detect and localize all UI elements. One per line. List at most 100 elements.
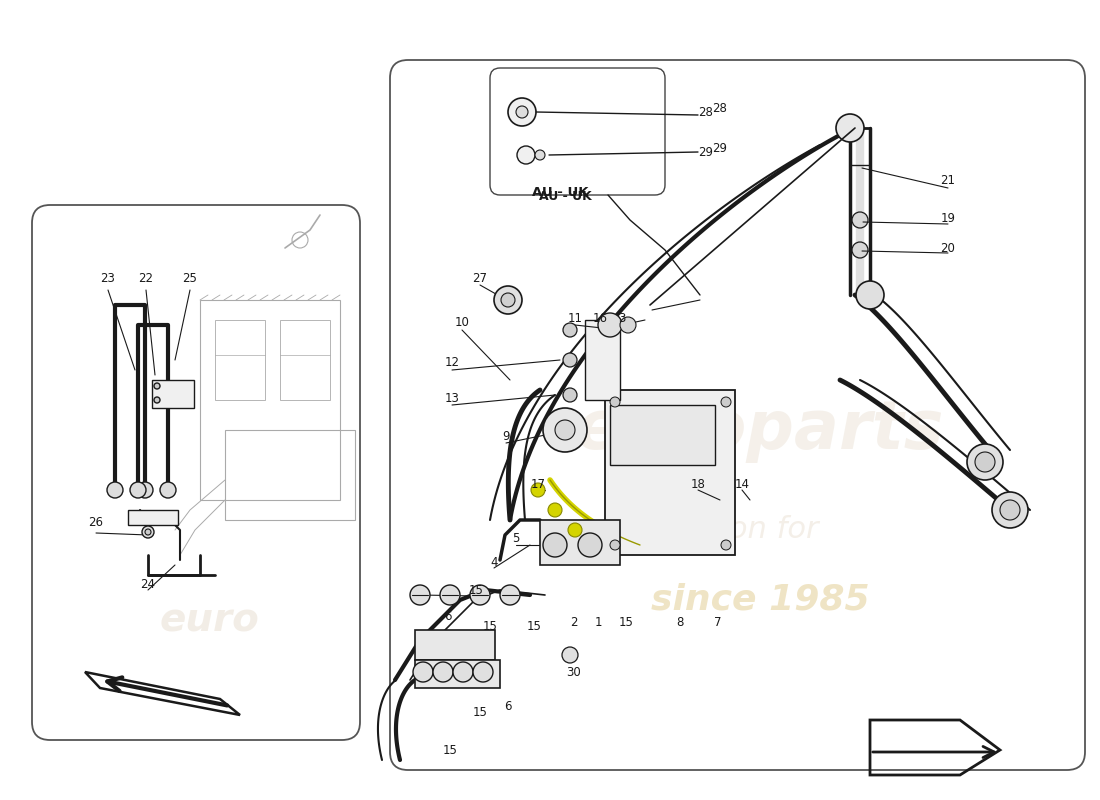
Circle shape — [410, 585, 430, 605]
Text: 11: 11 — [568, 311, 583, 325]
Circle shape — [563, 353, 578, 367]
Circle shape — [543, 408, 587, 452]
Text: 9: 9 — [503, 430, 509, 442]
Text: 14: 14 — [735, 478, 749, 490]
Text: 23: 23 — [100, 271, 116, 285]
Circle shape — [154, 383, 160, 389]
Circle shape — [556, 420, 575, 440]
Circle shape — [138, 482, 153, 498]
Circle shape — [568, 523, 582, 537]
Circle shape — [562, 647, 578, 663]
Bar — [415, 660, 500, 688]
Text: 6: 6 — [444, 610, 452, 622]
Circle shape — [517, 146, 535, 164]
Text: 13: 13 — [444, 391, 460, 405]
Text: AU - UK: AU - UK — [539, 190, 592, 203]
Text: 1: 1 — [594, 615, 602, 629]
Text: 18: 18 — [691, 478, 705, 490]
Bar — [280, 320, 330, 400]
Text: 15: 15 — [618, 615, 634, 629]
Text: 7: 7 — [714, 615, 722, 629]
Bar — [605, 390, 735, 555]
Text: euro: euro — [161, 601, 260, 639]
Circle shape — [720, 397, 732, 407]
Circle shape — [535, 150, 544, 160]
Text: europarts: europarts — [575, 397, 944, 463]
Text: 22: 22 — [139, 271, 154, 285]
Circle shape — [598, 313, 622, 337]
Circle shape — [160, 482, 176, 498]
Circle shape — [440, 585, 460, 605]
Circle shape — [967, 444, 1003, 480]
Text: 15: 15 — [483, 619, 497, 633]
Text: since 1985: since 1985 — [651, 583, 869, 617]
Bar — [226, 430, 355, 520]
Circle shape — [620, 317, 636, 333]
Circle shape — [578, 533, 602, 557]
Bar — [214, 320, 265, 400]
Text: 10: 10 — [454, 315, 470, 329]
Circle shape — [720, 540, 732, 550]
Circle shape — [992, 492, 1028, 528]
Text: 3: 3 — [618, 311, 626, 325]
Text: 26: 26 — [88, 515, 103, 529]
Circle shape — [610, 397, 620, 407]
Text: 8: 8 — [676, 615, 684, 629]
Circle shape — [142, 526, 154, 538]
Circle shape — [516, 106, 528, 118]
Text: 4: 4 — [491, 555, 497, 569]
Circle shape — [130, 482, 146, 498]
Bar — [152, 380, 194, 408]
Circle shape — [500, 293, 515, 307]
Bar — [610, 405, 715, 465]
Text: 15: 15 — [527, 619, 541, 633]
Text: 24: 24 — [141, 578, 155, 590]
Text: 30: 30 — [566, 666, 582, 678]
Text: 29: 29 — [698, 146, 714, 158]
Bar — [585, 320, 620, 400]
Circle shape — [453, 662, 473, 682]
Text: 25: 25 — [183, 271, 197, 285]
Circle shape — [145, 529, 151, 535]
Text: 17: 17 — [530, 478, 546, 490]
Text: AU - UK: AU - UK — [531, 186, 588, 199]
Circle shape — [470, 585, 490, 605]
Circle shape — [856, 281, 884, 309]
Circle shape — [508, 98, 536, 126]
Circle shape — [836, 114, 864, 142]
Text: 12: 12 — [444, 355, 460, 369]
Circle shape — [412, 662, 433, 682]
Circle shape — [531, 483, 544, 497]
Circle shape — [543, 533, 566, 557]
Circle shape — [433, 662, 453, 682]
Circle shape — [107, 482, 123, 498]
Circle shape — [1000, 500, 1020, 520]
Circle shape — [154, 397, 160, 403]
Circle shape — [975, 452, 996, 472]
Text: 27: 27 — [473, 271, 487, 285]
Text: 21: 21 — [940, 174, 956, 186]
Circle shape — [852, 212, 868, 228]
Text: a passion for: a passion for — [621, 515, 818, 545]
Text: 15: 15 — [473, 706, 487, 718]
Circle shape — [494, 286, 522, 314]
Text: 19: 19 — [940, 211, 956, 225]
Text: 16: 16 — [593, 311, 607, 325]
Bar — [540, 520, 620, 565]
Text: 29: 29 — [713, 142, 727, 154]
Text: 15: 15 — [469, 583, 483, 597]
Text: 20: 20 — [940, 242, 956, 254]
Circle shape — [852, 242, 868, 258]
Circle shape — [563, 388, 578, 402]
Circle shape — [473, 662, 493, 682]
Circle shape — [563, 323, 578, 337]
Text: 15: 15 — [442, 743, 458, 757]
Circle shape — [500, 585, 520, 605]
Circle shape — [548, 503, 562, 517]
Bar — [128, 510, 178, 525]
Text: 2: 2 — [570, 615, 578, 629]
Bar — [415, 630, 495, 660]
Circle shape — [610, 540, 620, 550]
Text: 28: 28 — [698, 106, 714, 118]
Bar — [200, 300, 340, 500]
